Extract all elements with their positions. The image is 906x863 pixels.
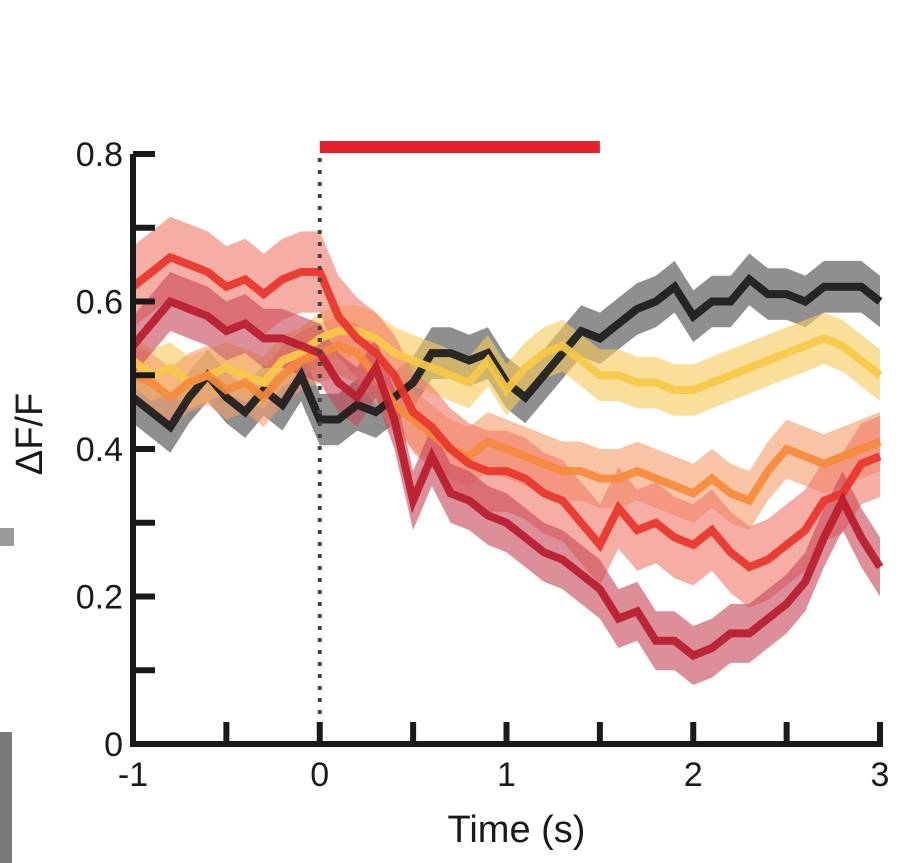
y-tick-label: 0.2 [76, 579, 123, 617]
x-tick-label: 2 [684, 756, 703, 794]
x-tick-label: -1 [118, 756, 148, 794]
series-band-4 [133, 216, 880, 608]
x-axis-ticks: -1 0 1 2 3 [118, 722, 890, 794]
y-axis-label: ΔF/F [9, 393, 51, 475]
side-fragment-tick [0, 528, 14, 546]
series-line-4 [130, 252, 882, 572]
y-tick-label: 0.6 [76, 284, 123, 322]
x-tick-label: 1 [497, 756, 516, 794]
x-tick-label: 3 [871, 756, 890, 794]
x-tick-label: 0 [310, 756, 329, 794]
series-line-3 [131, 341, 882, 506]
series-lines [129, 252, 884, 661]
series-line-5 [129, 296, 884, 661]
side-fragment-mark [0, 732, 12, 863]
x-axis-label: Time (s) [448, 809, 586, 851]
y-tick-label: 0 [104, 726, 123, 764]
y-axis-ticks: 0 0.2 0.4 0.6 0.8 [76, 136, 155, 764]
y-tick-label: 0.8 [76, 136, 123, 174]
y-tick-label: 0.4 [76, 431, 123, 469]
series-line-2 [130, 327, 883, 397]
series-band-1 [133, 253, 880, 453]
